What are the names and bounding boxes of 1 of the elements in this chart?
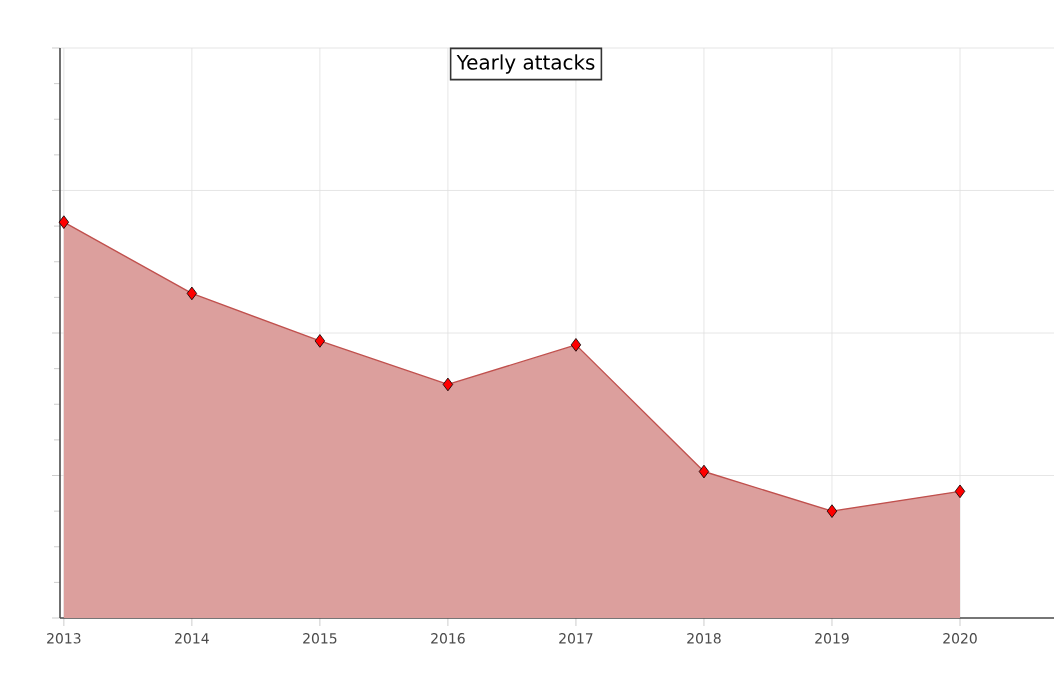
chart-title: Yearly attacks (456, 54, 595, 74)
